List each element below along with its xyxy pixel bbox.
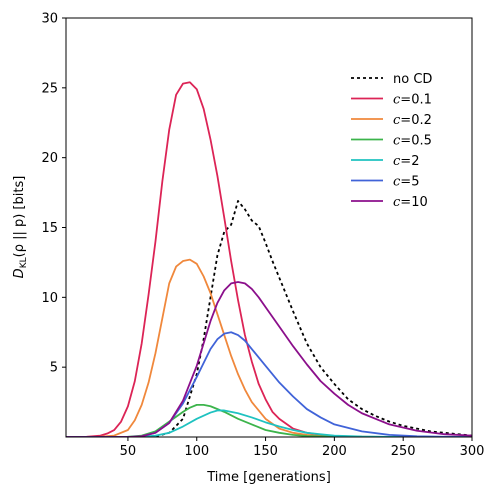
series-line-c-0-1 [66,81,472,437]
y-axis-label-d: D [12,268,27,278]
y-axis: 5 10 15 20 25 30 [41,12,66,376]
legend-c-value: 0.2 [411,113,432,128]
x-tick-label: 250 [391,444,416,459]
legend-c-symbol: c [393,93,401,108]
legend-label: c=5 [393,175,419,190]
legend-c-symbol: c [393,134,401,149]
legend-c-symbol: c [393,113,401,128]
y-axis-label: DKL(ρ || p) [bits] [12,176,29,279]
x-tick-label: 300 [460,444,485,459]
legend-c-value: 0.1 [411,93,432,108]
series-line-no-cd [66,200,472,437]
y-tick-label: 20 [41,151,58,166]
x-axis: 50 100 150 200 250 300 [120,437,485,459]
series-line-c-2 [66,409,472,437]
legend-equals: = [400,113,411,128]
y-tick-label: 30 [41,12,58,27]
legend-c-symbol: c [393,175,401,190]
y-tick-label: 25 [41,81,58,96]
legend-label: c=0.1 [393,93,432,108]
y-tick-label: 10 [41,291,58,306]
legend-c-value: 10 [411,195,428,210]
series-layer [66,81,472,437]
y-axis-label-sub: KL [19,257,29,268]
y-tick-label: 15 [41,221,58,236]
legend-equals: = [400,93,411,108]
legend-c-symbol: c [393,154,401,169]
legend-c-value: 2 [411,154,419,169]
legend-equals: = [400,195,411,210]
legend-label: c=2 [393,154,419,169]
series-line-c-0-5 [66,403,472,437]
y-tick-label: 5 [50,361,58,376]
x-tick-label: 150 [253,444,278,459]
legend-c-value: 0.5 [411,134,432,149]
legend-equals: = [400,175,411,190]
legend-label: c=0.2 [393,113,432,128]
legend-equals: = [400,134,411,149]
y-axis-label-rest: (ρ || p) [bits] [12,176,27,258]
x-tick-label: 100 [184,444,209,459]
x-tick-label: 50 [120,444,137,459]
legend-c-value: 5 [411,175,419,190]
legend-label: c=0.5 [393,134,432,149]
legend-label: no CD [393,72,432,87]
legend-label: c=10 [393,195,428,210]
legend-c-symbol: c [393,195,401,210]
x-tick-label: 200 [322,444,347,459]
x-axis-label: Time [generations] [206,470,331,485]
legend-equals: = [400,154,411,169]
legend: no CDc=0.1c=0.2c=0.5c=2c=5c=10 [351,72,432,210]
series-line-c-0-2 [66,258,472,437]
series-line-c-10 [66,281,472,437]
